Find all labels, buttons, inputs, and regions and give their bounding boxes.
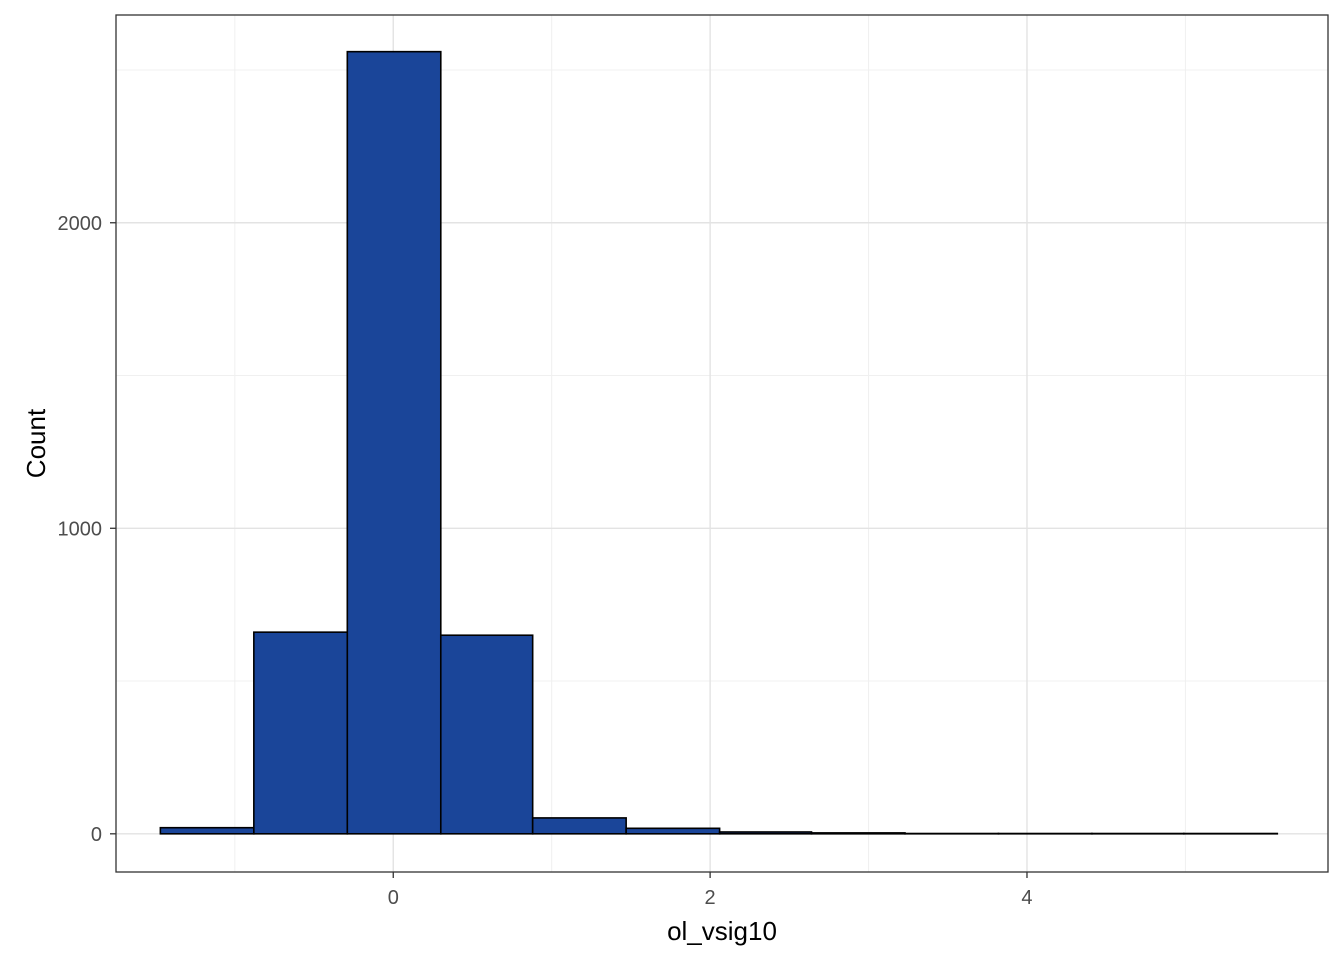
- panel-border: [115, 14, 1329, 873]
- histogram-bar: [159, 826, 255, 835]
- histogram-bar: [810, 832, 906, 835]
- x-axis-title: ol_vsig10: [667, 916, 777, 946]
- x-tick-label: 2: [705, 887, 716, 909]
- x-axis-ticks: 0 2 4: [388, 872, 1033, 909]
- y-axis-title: Count: [21, 408, 51, 478]
- y-axis-ticks: 0 1000 2000: [58, 213, 116, 846]
- y-tick-label: 2000: [58, 213, 103, 235]
- histogram-bar: [531, 817, 627, 835]
- y-tick-label: 0: [91, 824, 102, 846]
- x-tick-label: 0: [388, 887, 399, 909]
- histogram-bars: [159, 50, 1279, 835]
- histogram-bar: [439, 634, 534, 835]
- histogram-bar: [253, 631, 349, 835]
- histogram-bar: [625, 827, 721, 835]
- x-tick-label: 4: [1021, 887, 1032, 909]
- y-tick-label: 1000: [58, 518, 103, 540]
- histogram-bar: [346, 50, 442, 835]
- histogram-bar: [718, 831, 813, 835]
